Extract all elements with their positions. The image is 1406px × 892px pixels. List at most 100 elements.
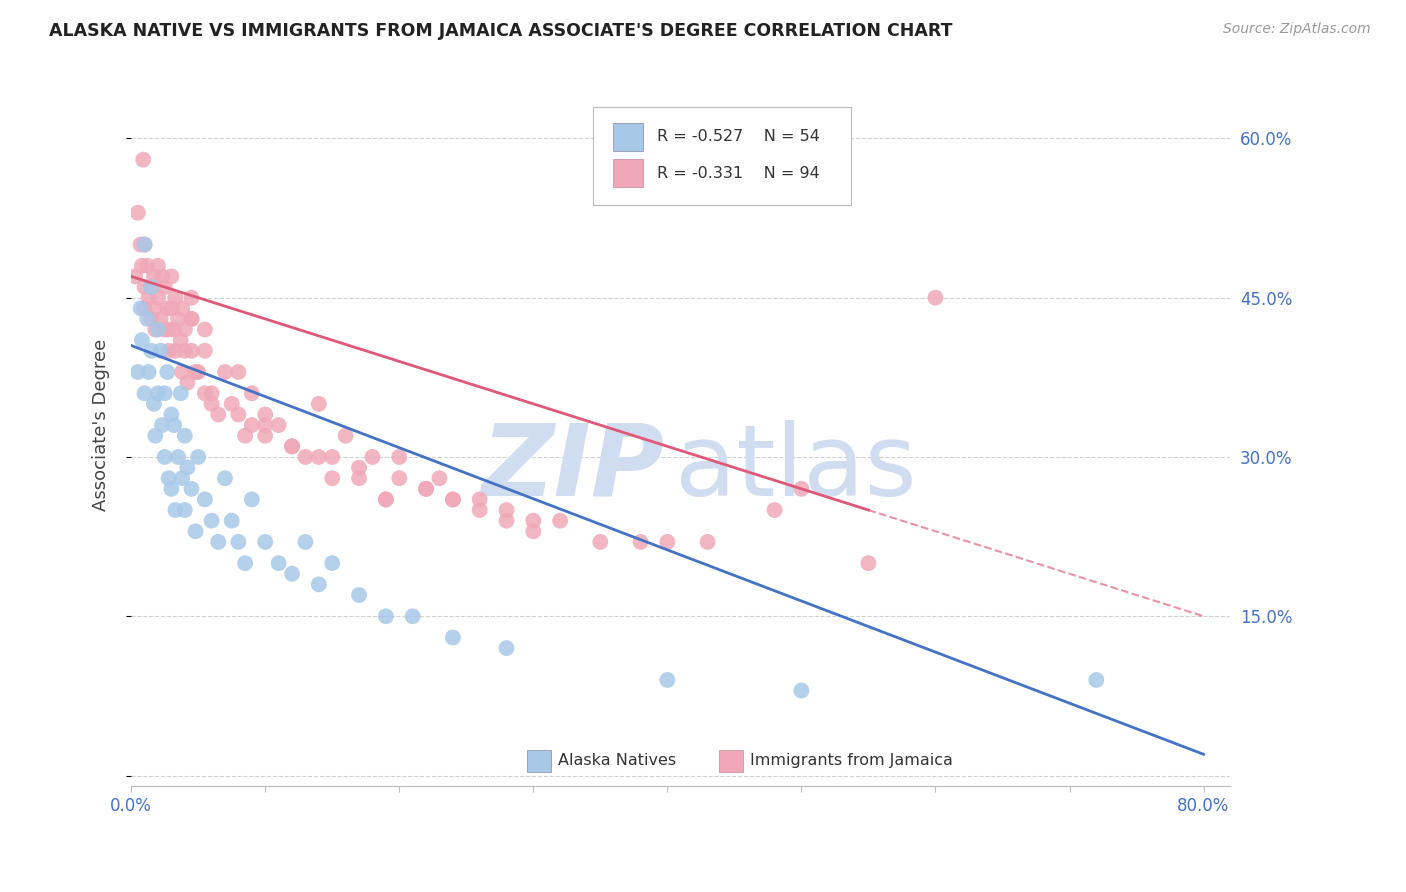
Point — [281, 439, 304, 453]
Point — [187, 365, 209, 379]
Point — [267, 418, 290, 433]
Point — [136, 259, 159, 273]
Point — [294, 535, 316, 549]
Point — [441, 492, 464, 507]
Point — [153, 386, 176, 401]
Point — [415, 482, 437, 496]
Point — [308, 577, 330, 591]
Point — [127, 205, 149, 219]
Point — [790, 683, 813, 698]
Point — [228, 535, 250, 549]
Point — [176, 460, 198, 475]
Text: ZIP: ZIP — [481, 420, 664, 517]
Point — [160, 301, 183, 316]
Point — [200, 514, 222, 528]
FancyBboxPatch shape — [720, 750, 744, 772]
Point — [150, 418, 173, 433]
Text: R = -0.331    N = 94: R = -0.331 N = 94 — [657, 166, 820, 180]
Point — [207, 535, 229, 549]
Point — [790, 482, 813, 496]
Point — [142, 397, 165, 411]
Point — [347, 471, 370, 485]
Point — [143, 322, 166, 336]
Point — [522, 524, 544, 539]
Point — [254, 408, 277, 422]
Point — [184, 365, 207, 379]
Point — [138, 291, 160, 305]
Point — [136, 312, 159, 326]
Text: Alaska Natives: Alaska Natives — [558, 754, 676, 768]
Point — [141, 280, 163, 294]
Point — [163, 322, 186, 336]
Text: Immigrants from Jamaica: Immigrants from Jamaica — [749, 754, 953, 768]
Point — [441, 631, 464, 645]
Point — [180, 291, 202, 305]
Point — [165, 291, 187, 305]
Point — [172, 301, 194, 316]
Point — [176, 376, 198, 390]
Point — [146, 322, 169, 336]
Text: ALASKA NATIVE VS IMMIGRANTS FROM JAMAICA ASSOCIATE'S DEGREE CORRELATION CHART: ALASKA NATIVE VS IMMIGRANTS FROM JAMAICA… — [49, 22, 953, 40]
Point — [167, 450, 190, 464]
Point — [233, 428, 256, 442]
Point — [138, 365, 160, 379]
Point — [221, 514, 243, 528]
Point — [153, 450, 176, 464]
Point — [146, 259, 169, 273]
Point — [173, 503, 195, 517]
Point — [194, 492, 217, 507]
Point — [240, 418, 263, 433]
Point — [207, 408, 229, 422]
Point — [194, 343, 217, 358]
Point — [388, 471, 411, 485]
Point — [200, 386, 222, 401]
FancyBboxPatch shape — [593, 107, 851, 205]
Point — [495, 641, 517, 656]
Point — [141, 280, 163, 294]
Point — [214, 471, 236, 485]
Point — [374, 609, 396, 624]
Point — [321, 556, 343, 570]
Point — [134, 301, 156, 316]
Point — [495, 503, 517, 517]
Point — [1085, 673, 1108, 687]
Point — [131, 259, 153, 273]
Point — [146, 386, 169, 401]
Point — [468, 492, 491, 507]
Point — [548, 514, 571, 528]
Point — [157, 471, 180, 485]
Point — [149, 343, 172, 358]
Point — [696, 535, 718, 549]
Point — [165, 503, 187, 517]
Point — [150, 269, 173, 284]
Point — [157, 322, 180, 336]
Point — [187, 450, 209, 464]
Point — [160, 408, 183, 422]
Point — [308, 450, 330, 464]
Point — [388, 450, 411, 464]
Point — [124, 269, 146, 284]
Point — [129, 301, 152, 316]
Point — [173, 343, 195, 358]
FancyBboxPatch shape — [613, 123, 644, 151]
Text: Source: ZipAtlas.com: Source: ZipAtlas.com — [1223, 22, 1371, 37]
Point — [281, 566, 304, 581]
Point — [156, 365, 179, 379]
Point — [180, 312, 202, 326]
Point — [194, 386, 217, 401]
Point — [180, 482, 202, 496]
Point — [267, 556, 290, 570]
Point — [858, 556, 880, 570]
Point — [415, 482, 437, 496]
Point — [308, 397, 330, 411]
Point — [589, 535, 612, 549]
Point — [184, 524, 207, 539]
Point — [129, 237, 152, 252]
Point — [134, 237, 156, 252]
Point — [165, 343, 187, 358]
Point — [657, 673, 679, 687]
Point — [233, 556, 256, 570]
Point — [143, 301, 166, 316]
Point — [228, 408, 250, 422]
Point — [156, 301, 179, 316]
